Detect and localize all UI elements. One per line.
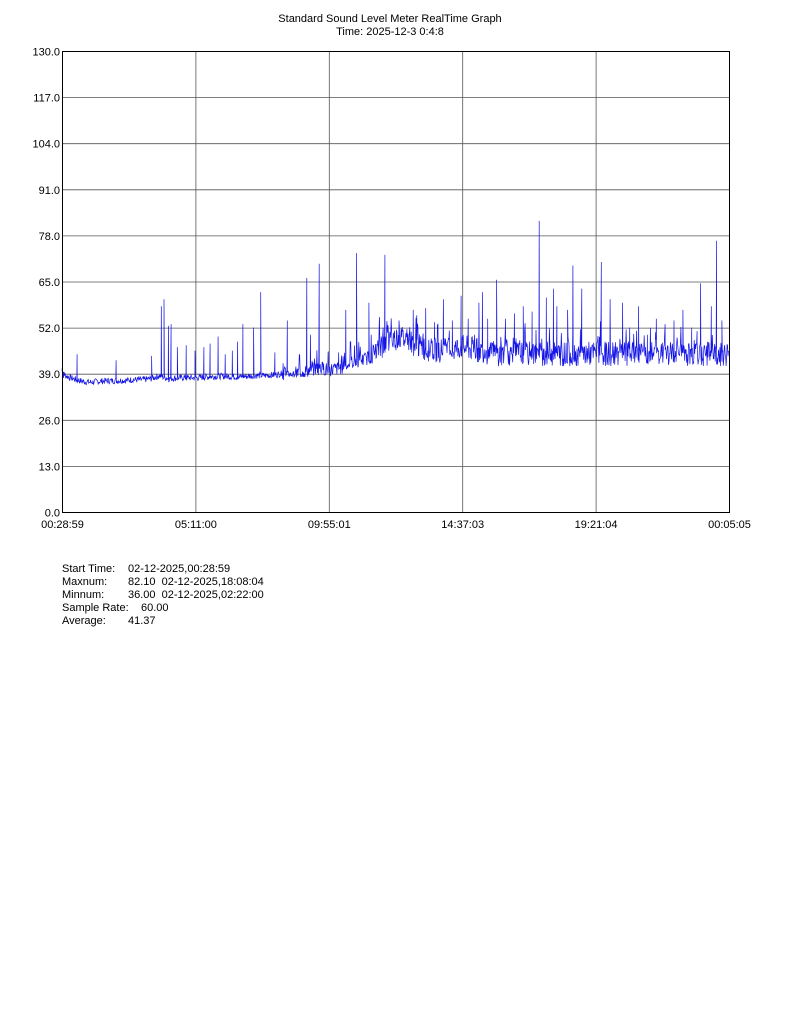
stat-average: Average: 41.37 bbox=[62, 615, 156, 627]
y-tick-label: 78.0 bbox=[39, 231, 60, 243]
x-tick-label: 05:11:00 bbox=[175, 519, 217, 531]
y-tick-label: 104.0 bbox=[32, 139, 60, 151]
y-tick-label: 26.0 bbox=[39, 415, 60, 427]
chart-title: Standard Sound Level Meter RealTime Grap… bbox=[278, 13, 502, 25]
axis-frame bbox=[62, 51, 730, 513]
stat-min: Minnum: 36.00 02-12-2025,02:22:00 bbox=[62, 589, 264, 601]
y-tick-label: 13.0 bbox=[39, 461, 60, 473]
stat-start-time: Start Time: 02-12-2025,00:28:59 bbox=[62, 563, 231, 575]
x-tick-label: 00:28:59 bbox=[41, 519, 84, 531]
series-layer bbox=[61, 220, 729, 386]
tick-labels: 0.0 13.0 26.0 39.0 52.0 65.0 78.0 91.0 104.0 117.… bbox=[32, 47, 750, 532]
x-tick-label: 09:55:01 bbox=[308, 519, 351, 531]
stat-sample-rate: Sample Rate: 60.00 bbox=[62, 602, 169, 614]
series-line bbox=[61, 220, 729, 386]
stat-max: Maxnum: 82.10 02-12-2025,18:08:04 bbox=[62, 576, 264, 588]
x-tick-label: 14:37:03 bbox=[441, 519, 484, 531]
y-tick-label: 39.0 bbox=[39, 369, 60, 381]
chart-plot: 0.0 13.0 26.0 39.0 52.0 65.0 78.0 91.0 104.0 117.… bbox=[32, 47, 750, 532]
chart-subtitle: Time: 2025-12-3 0:4:8 bbox=[336, 26, 444, 38]
x-tick-label: 19:21:04 bbox=[575, 519, 618, 531]
y-tick-label: 117.0 bbox=[33, 93, 60, 105]
y-tick-label: 65.0 bbox=[39, 277, 60, 289]
y-tick-label: 91.0 bbox=[39, 185, 60, 197]
y-tick-label: 0.0 bbox=[45, 508, 60, 520]
y-tick-label: 130.0 bbox=[32, 47, 60, 59]
statistics-panel: Start Time: 02-12-2025,00:28:59 Maxnum: 82… bbox=[62, 563, 264, 628]
y-tick-label: 52.0 bbox=[39, 323, 60, 335]
grid bbox=[62, 51, 730, 513]
plot-frame bbox=[62, 51, 730, 513]
x-tick-label: 00:05:05 bbox=[708, 519, 751, 531]
